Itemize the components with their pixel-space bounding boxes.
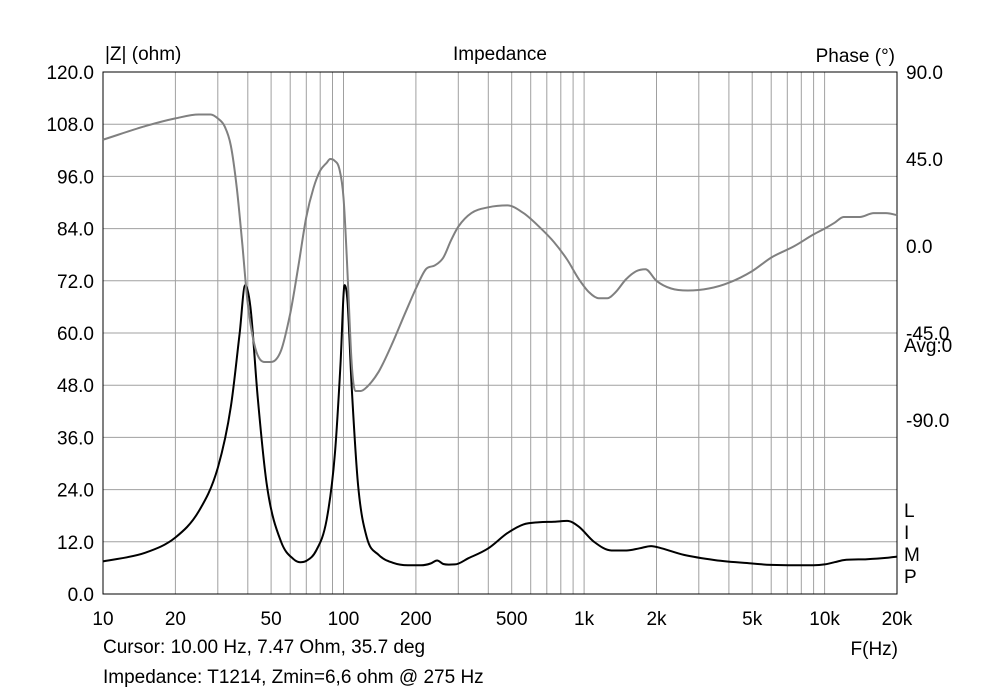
side-letter: L [904,501,915,522]
y-left-tick-label: 60.0 [57,324,94,345]
x-tick-label: 20k [882,609,913,630]
avg-label: Avg:0 [904,336,952,357]
y-left-tick-label: 72.0 [57,272,94,293]
left-axis-label: |Z| (ohm) [105,44,181,65]
y-right-tick-label: 45.0 [906,150,943,171]
x-axis-label: F(Hz) [851,639,898,660]
right-axis-label: Phase (°) [816,46,895,67]
x-tick-label: 100 [328,609,360,630]
x-tick-label: 20 [165,609,186,630]
y-right-tick-label: 0.0 [906,237,932,258]
y-left-tick-label: 108.0 [46,115,94,136]
axes-labels: |Z| (ohm) Impedance Phase (°) Avg:0 F(Hz… [105,44,952,660]
chart-title: Impedance [453,44,547,65]
x-tick-label: 500 [496,609,528,630]
y-left-tick-label: 96.0 [57,167,94,188]
x-tick-label: 1k [574,609,595,630]
y-left-tick-label: 0.0 [68,585,94,606]
phase-curve [102,113,898,392]
x-tick-label: 200 [400,609,432,630]
impedance-curve [102,284,898,567]
side-letter: P [904,567,917,588]
x-tick-label: 5k [742,609,763,630]
cursor-readout: Cursor: 10.00 Hz, 7.47 Ohm, 35.7 deg [103,637,426,658]
tick-labels: 0.0 12.0 24.0 36.0 48.0 60.0 72.0 84.0 96.0 108.0… [46,63,949,630]
side-letter: M [904,545,920,566]
chart-grid [103,72,897,594]
plot-frame [102,71,898,595]
series-layer [102,113,898,567]
x-tick-label: 10k [809,609,840,630]
x-tick-label: 50 [261,609,282,630]
x-tick-label: 2k [646,609,667,630]
x-tick-label: 10 [92,609,113,630]
y-left-tick-label: 120.0 [46,63,94,84]
y-right-tick-label: -90.0 [906,411,949,432]
y-left-tick-label: 24.0 [57,481,94,502]
y-left-tick-label: 36.0 [57,428,94,449]
impedance-info: Impedance: T1214, Zmin=6,6 ohm @ 275 Hz [103,667,484,688]
side-letter: I [904,523,909,544]
y-right-tick-label: 90.0 [906,63,943,84]
y-left-tick-label: 84.0 [57,220,94,241]
y-right-tick-label: -45.0 [906,324,949,345]
y-left-tick-label: 48.0 [57,376,94,397]
y-left-tick-label: 12.0 [57,533,94,554]
